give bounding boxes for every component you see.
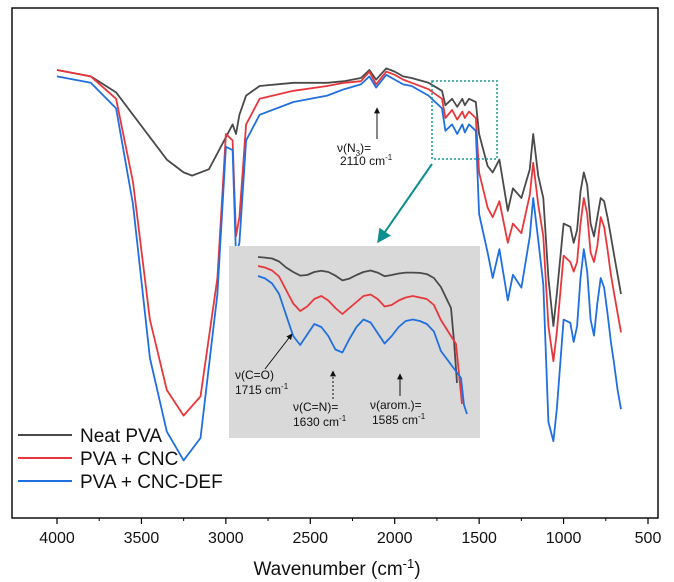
x-tick-label-4: 2500 <box>292 530 328 547</box>
x-tick-label-6: 1500 <box>461 530 497 547</box>
series-line-3 <box>56 73 622 462</box>
arom-annotation-value: 1585 cm-1 <box>372 412 426 427</box>
zoom-pointer-arrow <box>377 163 433 244</box>
main-series-group <box>56 67 622 462</box>
arom-annotation-label: ν(arom.)= <box>370 398 422 412</box>
x-axis: 4000 3500 3000 2500 2000 1500 1000 500 <box>39 518 661 547</box>
x-tick-label-5: 2000 <box>377 530 413 547</box>
co-annotation-value: 1715 cm-1 <box>235 382 289 397</box>
inset-panel <box>229 246 480 438</box>
x-tick-label-3: 3000 <box>208 530 244 547</box>
co-arrow <box>264 333 293 370</box>
inset-line-3 <box>257 275 468 415</box>
x-tick-label-1: 4000 <box>39 530 75 547</box>
n3-annotation-value: 2110 cm-1 <box>340 153 393 168</box>
inset-line-2 <box>257 265 463 405</box>
legend-label-1: Neat PVA <box>80 426 162 447</box>
cn-annotation-label: ν(C=N)= <box>293 400 338 414</box>
cn-annotation-value: 1630 cm-1 <box>293 414 347 429</box>
n3-annotation-label: ν(N3)= <box>337 141 371 158</box>
plot-frame <box>11 7 659 519</box>
x-tick-label-2: 3500 <box>124 530 160 547</box>
inset-line-1 <box>257 256 458 384</box>
inset-series-group <box>257 256 468 415</box>
zoom-box <box>431 80 498 160</box>
legend-label-2: PVA + CNC <box>80 449 178 470</box>
series-line-1 <box>56 67 622 327</box>
co-annotation-label: ν(C=O) <box>235 368 274 382</box>
x-axis-title: Wavenumber (cm-1) <box>253 556 420 580</box>
legend-label-3: PVA + CNC-DEF <box>80 472 223 493</box>
x-tick-label-8: 500 <box>635 530 662 547</box>
x-tick-label-7: 1000 <box>546 530 582 547</box>
